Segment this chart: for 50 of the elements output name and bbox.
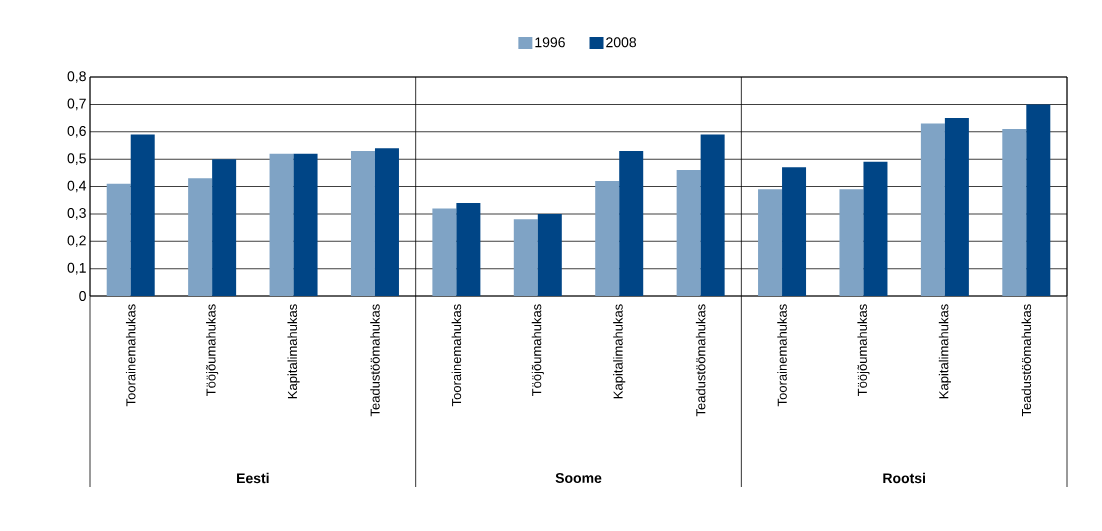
y-tick-label: 0,4 (67, 180, 87, 193)
y-tick-label: 0 (79, 291, 86, 301)
x-tick-label: Toorainemahukas (451, 304, 462, 407)
bar (758, 189, 783, 297)
bar (350, 150, 375, 297)
bar (293, 153, 318, 297)
x-tick-label: Kapitalimahukas (613, 304, 626, 399)
y-tick-label: 0,1 (67, 262, 86, 275)
text: Eesti (237, 472, 269, 484)
bar (106, 183, 131, 297)
bar (619, 150, 644, 297)
y-tick-label: 0,3 (67, 208, 86, 220)
bar (700, 134, 725, 297)
bar (188, 178, 213, 297)
x-tick-label: Tööjõumahukas (531, 304, 544, 397)
legend-label: 2008 (606, 37, 637, 48)
bar (130, 134, 155, 297)
bar (456, 202, 481, 297)
x-tick-label: Toorainemahukas (125, 304, 136, 407)
y-tick-label: 0,8 (67, 71, 86, 83)
bar (212, 159, 237, 297)
x-tick-label: Teadustöömahukas (1021, 304, 1032, 417)
text: Soome (555, 473, 602, 483)
bar (269, 153, 294, 297)
bar (839, 189, 864, 297)
x-tick-label: Kapitalimahukas (938, 304, 951, 399)
bar (595, 181, 620, 297)
bar (374, 148, 399, 297)
x-tick-label: Tööjõumahukas (857, 304, 870, 397)
legend-label: 1996 (535, 37, 565, 48)
y-tick-label: 0,7 (67, 98, 86, 111)
x-tick-label: Teadustöömahukas (695, 304, 706, 417)
bar (1002, 129, 1027, 297)
x-tick-label: Toorainemahukas (777, 304, 787, 407)
x-tick-label: Teadustöömahukas (370, 304, 380, 417)
bar (432, 208, 457, 297)
bar (944, 118, 969, 297)
bar (782, 167, 807, 297)
bar (513, 219, 538, 297)
bar (863, 161, 888, 297)
bar (1026, 104, 1051, 297)
x-tick-label: Kapitalimahukas (287, 304, 300, 399)
bar (920, 123, 945, 297)
y-tick-label: 0,5 (67, 153, 86, 165)
x-tick-label: Tööjõumahukas (206, 304, 219, 397)
bar (676, 170, 701, 297)
y-tick-label: 0,6 (67, 125, 86, 138)
y-tick-label: 0,2 (67, 235, 86, 248)
text: Rootsi (883, 472, 925, 484)
bar (537, 213, 562, 297)
